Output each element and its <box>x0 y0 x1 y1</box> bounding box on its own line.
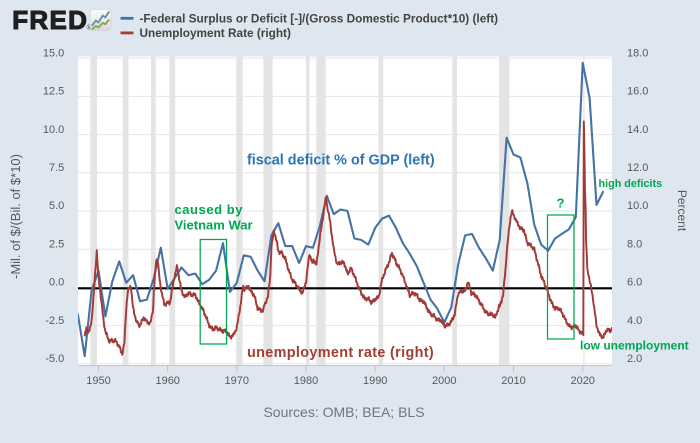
svg-text:8.0: 8.0 <box>627 238 642 250</box>
svg-text:1950: 1950 <box>86 375 110 387</box>
svg-text:15.0: 15.0 <box>43 47 64 59</box>
svg-text:1970: 1970 <box>225 375 249 387</box>
svg-text:6.0: 6.0 <box>627 277 642 289</box>
svg-text:unemployment rate (right): unemployment rate (right) <box>247 345 434 361</box>
svg-text:®: ® <box>87 24 92 32</box>
svg-text:-5.0: -5.0 <box>45 353 64 365</box>
svg-text:low unemployment: low unemployment <box>580 338 689 352</box>
svg-text:2010: 2010 <box>501 375 525 387</box>
svg-text:Sources: OMB; BEA; BLS: Sources: OMB; BEA; BLS <box>263 404 424 420</box>
svg-text:5.0: 5.0 <box>49 200 64 212</box>
svg-text:16.0: 16.0 <box>627 86 648 98</box>
svg-text:10.0: 10.0 <box>43 124 64 136</box>
svg-text:Unemployment Rate (right): Unemployment Rate (right) <box>140 26 291 40</box>
svg-text:4.0: 4.0 <box>627 315 642 327</box>
svg-text:Vietnam War: Vietnam War <box>175 217 253 232</box>
svg-text:2000: 2000 <box>432 375 456 387</box>
svg-text:14.0: 14.0 <box>627 124 648 136</box>
svg-text:12.0: 12.0 <box>627 162 648 174</box>
svg-text:FRED: FRED <box>12 5 88 35</box>
svg-text:1960: 1960 <box>155 375 179 387</box>
svg-text:fiscal deficit % of GDP (left): fiscal deficit % of GDP (left) <box>247 153 435 169</box>
svg-text:18.0: 18.0 <box>627 47 648 59</box>
svg-text:-Federal Surplus or Deficit [-: -Federal Surplus or Deficit [-]/(Gross D… <box>140 12 499 26</box>
svg-text:caused by: caused by <box>175 202 244 217</box>
svg-text:1980: 1980 <box>294 375 318 387</box>
svg-text:?: ? <box>557 196 565 211</box>
svg-text:Percent: Percent <box>675 190 689 232</box>
svg-text:2.0: 2.0 <box>627 353 642 365</box>
svg-text:-2.5: -2.5 <box>45 315 64 327</box>
svg-text:0.0: 0.0 <box>49 277 64 289</box>
svg-text:2.5: 2.5 <box>49 238 64 250</box>
svg-text:high deficits: high deficits <box>599 178 663 190</box>
svg-text:2020: 2020 <box>570 375 594 387</box>
svg-text:10.0: 10.0 <box>627 200 648 212</box>
svg-text:1990: 1990 <box>363 375 387 387</box>
svg-text:12.5: 12.5 <box>43 86 64 98</box>
svg-text:-Mil. of $/(Bil. of $*10): -Mil. of $/(Bil. of $*10) <box>8 154 23 279</box>
svg-text:7.5: 7.5 <box>49 162 64 174</box>
